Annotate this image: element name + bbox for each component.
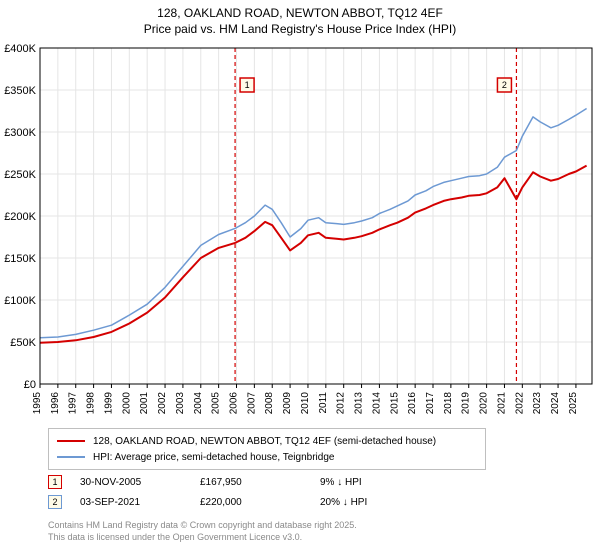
svg-text:1996: 1996 — [50, 392, 61, 415]
footer: Contains HM Land Registry data © Crown c… — [48, 520, 357, 543]
svg-text:£100K: £100K — [4, 295, 36, 307]
sale-price-1: £167,950 — [200, 477, 320, 488]
svg-text:2022: 2022 — [514, 392, 525, 415]
sale-marker-2: 2 — [48, 495, 62, 509]
svg-text:2009: 2009 — [282, 392, 293, 415]
svg-text:2007: 2007 — [246, 392, 257, 415]
sale-price-2: £220,000 — [200, 497, 320, 508]
footer-line2: This data is licensed under the Open Gov… — [48, 532, 357, 544]
svg-text:2020: 2020 — [479, 392, 490, 415]
footer-line1: Contains HM Land Registry data © Crown c… — [48, 520, 357, 532]
svg-text:2016: 2016 — [407, 392, 418, 415]
sale-delta-2: 20% ↓ HPI — [320, 497, 440, 508]
svg-text:1998: 1998 — [86, 392, 97, 415]
legend-swatch-hpi — [57, 456, 85, 458]
svg-text:2013: 2013 — [354, 392, 365, 415]
legend-text-property: 128, OAKLAND ROAD, NEWTON ABBOT, TQ12 4E… — [93, 436, 436, 447]
legend-row-property: 128, OAKLAND ROAD, NEWTON ABBOT, TQ12 4E… — [57, 433, 477, 449]
title-line2: Price paid vs. HM Land Registry's House … — [0, 22, 600, 38]
svg-text:2025: 2025 — [568, 392, 579, 415]
svg-text:2019: 2019 — [461, 392, 472, 415]
svg-text:2012: 2012 — [336, 392, 347, 415]
legend: 128, OAKLAND ROAD, NEWTON ABBOT, TQ12 4E… — [48, 428, 486, 470]
svg-text:2023: 2023 — [532, 392, 543, 415]
svg-text:2004: 2004 — [193, 392, 204, 415]
svg-text:£300K: £300K — [4, 127, 36, 139]
svg-text:1: 1 — [245, 80, 250, 90]
svg-text:£250K: £250K — [4, 169, 36, 181]
svg-text:2008: 2008 — [264, 392, 275, 415]
chart-area: £0 £50K £100K £150K £200K £250K £300K £350K £400… — [0, 44, 600, 424]
svg-text:1995: 1995 — [32, 392, 43, 415]
svg-text:2005: 2005 — [211, 392, 222, 415]
svg-text:2017: 2017 — [425, 392, 436, 415]
sale-date-1: 30-NOV-2005 — [80, 477, 200, 488]
svg-text:£150K: £150K — [4, 253, 36, 265]
svg-text:2003: 2003 — [175, 392, 186, 415]
svg-text:2000: 2000 — [121, 392, 132, 415]
svg-text:£50K: £50K — [10, 337, 36, 349]
chart-container: 128, OAKLAND ROAD, NEWTON ABBOT, TQ12 4E… — [0, 0, 600, 560]
svg-text:1999: 1999 — [103, 392, 114, 415]
svg-text:£200K: £200K — [4, 211, 36, 223]
svg-text:£0: £0 — [24, 379, 36, 391]
svg-text:2001: 2001 — [139, 392, 150, 415]
sale-marker-1: 1 — [48, 475, 62, 489]
svg-text:£400K: £400K — [4, 44, 36, 55]
sale-date-2: 03-SEP-2021 — [80, 497, 200, 508]
legend-text-hpi: HPI: Average price, semi-detached house,… — [93, 452, 334, 463]
svg-text:£350K: £350K — [4, 85, 36, 97]
sale-row-2: 2 03-SEP-2021 £220,000 20% ↓ HPI — [48, 492, 440, 512]
sale-delta-1: 9% ↓ HPI — [320, 477, 440, 488]
legend-row-hpi: HPI: Average price, semi-detached house,… — [57, 449, 477, 465]
svg-text:2011: 2011 — [318, 392, 329, 414]
svg-text:1997: 1997 — [68, 392, 79, 415]
title-line1: 128, OAKLAND ROAD, NEWTON ABBOT, TQ12 4E… — [0, 6, 600, 22]
svg-text:2021: 2021 — [496, 392, 507, 415]
svg-text:2018: 2018 — [443, 392, 454, 415]
sale-row-1: 1 30-NOV-2005 £167,950 9% ↓ HPI — [48, 472, 440, 492]
chart-svg: £0 £50K £100K £150K £200K £250K £300K £350K £400… — [0, 44, 600, 424]
sales-table: 1 30-NOV-2005 £167,950 9% ↓ HPI 2 03-SEP… — [48, 472, 440, 512]
legend-swatch-property — [57, 440, 85, 442]
svg-text:2015: 2015 — [389, 392, 400, 415]
svg-text:2002: 2002 — [157, 392, 168, 415]
svg-text:2006: 2006 — [229, 392, 240, 415]
svg-text:2014: 2014 — [371, 392, 382, 415]
svg-text:2010: 2010 — [300, 392, 311, 415]
svg-text:2024: 2024 — [550, 392, 561, 415]
svg-text:2: 2 — [502, 80, 507, 90]
title-block: 128, OAKLAND ROAD, NEWTON ABBOT, TQ12 4E… — [0, 0, 600, 37]
